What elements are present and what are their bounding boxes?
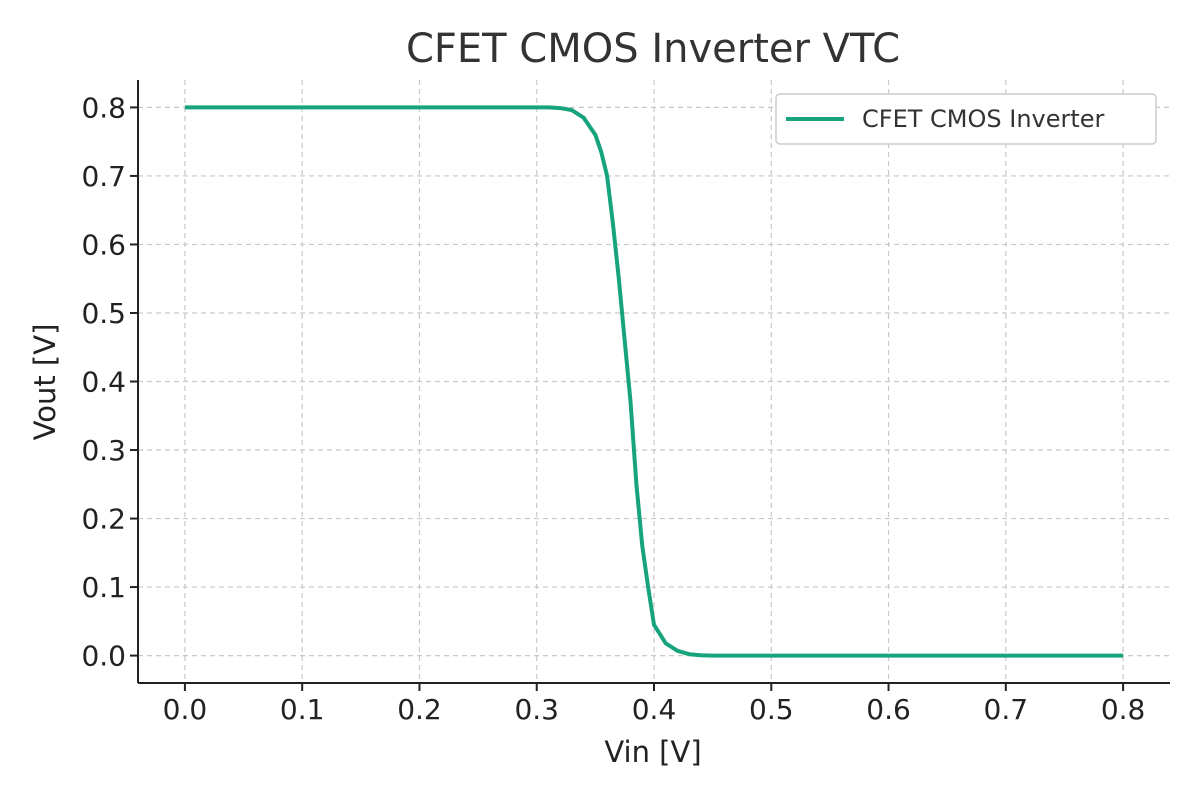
series-layer — [184, 105, 1124, 658]
y-tick-label: 0.1 — [81, 571, 126, 604]
legend-box — [775, 93, 1157, 145]
legend: CFET CMOS Inverter — [775, 93, 1157, 145]
y-axis-label: Vout [V] — [28, 324, 62, 441]
grid — [138, 80, 1170, 683]
y-tick-label: 0.7 — [81, 160, 126, 193]
y-tick-label: 0.5 — [81, 297, 126, 330]
x-tick-label: 0.6 — [866, 693, 911, 726]
x-tick-label: 0.0 — [163, 693, 208, 726]
y-tick-label: 0.0 — [81, 640, 126, 673]
x-tick-label: 0.7 — [984, 693, 1029, 726]
x-axis-label: Vin [V] — [604, 735, 701, 769]
legend-label: CFET CMOS Inverter — [862, 105, 1105, 133]
series-line — [184, 105, 1124, 658]
x-tick-label: 0.2 — [397, 693, 442, 726]
y-tick-label: 0.2 — [81, 503, 126, 536]
x-tick-label: 0.1 — [280, 693, 325, 726]
y-tick-label: 0.3 — [81, 434, 126, 467]
x-tick-label: 0.5 — [749, 693, 794, 726]
x-tick-label: 0.4 — [632, 693, 677, 726]
x-tick-label: 0.8 — [1101, 693, 1146, 726]
axes: 0.0 0.1 0.2 0.3 0.4 0.5 0.6 0.7 0.8 0.0 0.1 0.2 0.3 0… — [81, 80, 1170, 726]
chart-title: CFET CMOS Inverter VTC — [406, 26, 900, 72]
y-tick-label: 0.4 — [81, 366, 126, 399]
y-tick-label: 0.6 — [81, 228, 126, 261]
x-tick-label: 0.3 — [514, 693, 559, 726]
y-tick-label: 0.8 — [81, 91, 126, 124]
